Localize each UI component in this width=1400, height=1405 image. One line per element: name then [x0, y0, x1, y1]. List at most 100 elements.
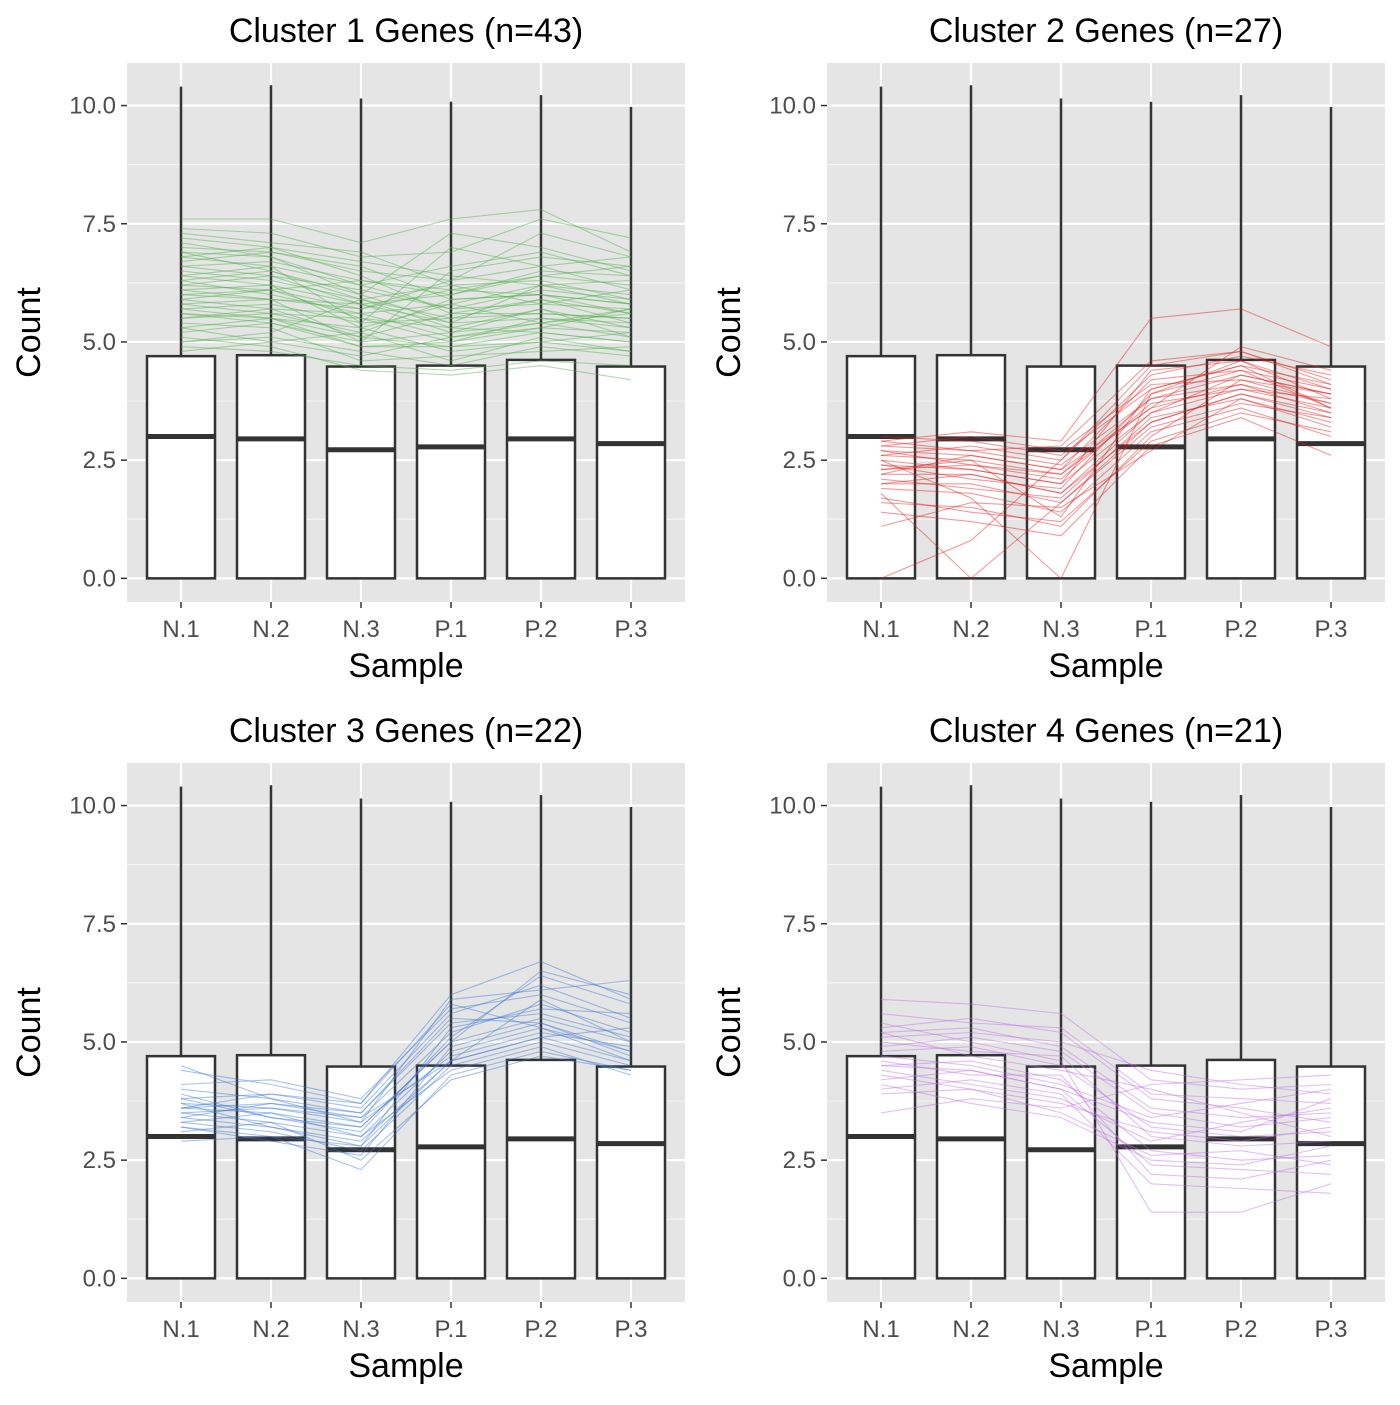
plot-background: [127, 63, 685, 602]
x-tick-label: P.3: [615, 1316, 648, 1343]
gene-line: [180, 336, 632, 367]
gene-line: [180, 994, 632, 1100]
gene-line: [880, 1088, 1332, 1142]
y-tick-label: 2.5: [83, 447, 116, 474]
gene-line: [180, 346, 632, 371]
x-tick-label: P.1: [435, 616, 468, 643]
x-axis-title: Sample: [348, 1347, 463, 1385]
gene-line: [180, 336, 632, 381]
chart-panel-1: 0.0 2.5 5.0 7.5 10.0 N.1 N.2 N.3 P.1 P.2 P.3 Cluste…: [10, 12, 685, 685]
gene-line: [180, 308, 632, 329]
x-tick-label: P.1: [1135, 616, 1168, 643]
gene-line: [880, 374, 1332, 494]
y-tick-label: 10.0: [69, 793, 116, 820]
x-tick-label: N.3: [342, 616, 379, 643]
y-axis-title: Count: [710, 987, 748, 1078]
gene-line: [180, 1022, 632, 1156]
gene-line: [180, 308, 632, 357]
y-tick-label: 0.0: [83, 1265, 116, 1292]
gene-line: [880, 393, 1332, 580]
box: [595, 1065, 667, 1280]
gene-line: [180, 1046, 632, 1138]
gene-line: [880, 1069, 1332, 1142]
box: [845, 354, 917, 580]
gene-line: [880, 1079, 1332, 1194]
gene-line: [880, 1036, 1332, 1128]
gene-line: [880, 1031, 1332, 1095]
gene-line: [880, 412, 1332, 523]
x-tick-label: N.3: [342, 1316, 379, 1343]
y-tick-label: 7.5: [83, 211, 116, 238]
x-tick-label: N.3: [1042, 616, 1079, 643]
gene-line: [880, 365, 1332, 456]
gene-line: [880, 998, 1332, 1090]
x-axis-title: Sample: [1048, 1347, 1163, 1385]
box: [845, 1054, 917, 1280]
x-tick-label: N.2: [252, 616, 289, 643]
panel-title: Cluster 1 Genes (n=43): [229, 12, 583, 50]
gene-line: [881, 393, 1332, 494]
gene-line: [180, 303, 632, 362]
box: [145, 1054, 217, 1280]
gene-line: [180, 1017, 632, 1114]
gene-line: [180, 1031, 632, 1123]
gene-line: [180, 251, 632, 286]
box: [1025, 365, 1097, 580]
y-tick-label: 0.0: [83, 565, 116, 592]
x-tick-label: P.3: [1315, 616, 1348, 643]
gene-line: [180, 284, 632, 343]
x-tick-label: P.2: [525, 1316, 558, 1343]
x-tick-label: P.1: [1135, 1316, 1168, 1343]
gene-line: [180, 232, 632, 300]
gene-line: [180, 275, 632, 310]
x-tick-label: N.2: [952, 616, 989, 643]
gene-line: [880, 383, 1332, 475]
gene-line: [180, 232, 632, 296]
gene-line: [180, 1008, 632, 1147]
gene-line: [880, 374, 1332, 466]
gene-line: [880, 1041, 1332, 1147]
box: [505, 1058, 577, 1280]
gene-line: [180, 232, 632, 310]
gene-line: [880, 1017, 1332, 1123]
box: [325, 365, 397, 580]
gene-line: [880, 1027, 1332, 1119]
y-tick-label: 10.0: [769, 93, 816, 120]
gene-line: [880, 360, 1332, 580]
gene-line: [180, 270, 632, 343]
gene-line: [880, 350, 1332, 579]
gene-line: [180, 970, 632, 1128]
y-tick-label: 7.5: [83, 911, 116, 938]
gene-line: [180, 251, 632, 315]
gene-line: [180, 984, 632, 1109]
gene-line: [880, 398, 1332, 527]
gene-line: [180, 251, 632, 319]
plot-background: [127, 763, 685, 1302]
y-tick-label: 5.0: [783, 1029, 816, 1056]
gene-line: [880, 1022, 1332, 1213]
box: [1295, 365, 1367, 580]
y-axis-title: Count: [10, 987, 48, 1078]
y-tick-label: 7.5: [783, 211, 816, 238]
gene-line: [180, 284, 632, 310]
gene-line: [181, 209, 632, 253]
gene-line: [880, 1046, 1332, 1138]
gene-line: [880, 1074, 1332, 1166]
gene-line: [180, 1041, 632, 1152]
gene-line: [880, 360, 1332, 485]
gene-line: [180, 246, 632, 286]
gene-line: [880, 1055, 1332, 1119]
y-axis-title: Count: [710, 287, 748, 378]
gene-line: [180, 256, 632, 343]
box: [325, 1065, 397, 1280]
gene-line: [180, 246, 632, 291]
gene-line: [180, 998, 632, 1119]
gene-line: [180, 1050, 632, 1171]
gene-line: [180, 308, 632, 348]
gene-line: [180, 270, 632, 324]
gene-line: [880, 1060, 1332, 1161]
box: [235, 353, 307, 580]
y-axis-title: Count: [10, 287, 48, 378]
gene-line: [880, 417, 1332, 537]
